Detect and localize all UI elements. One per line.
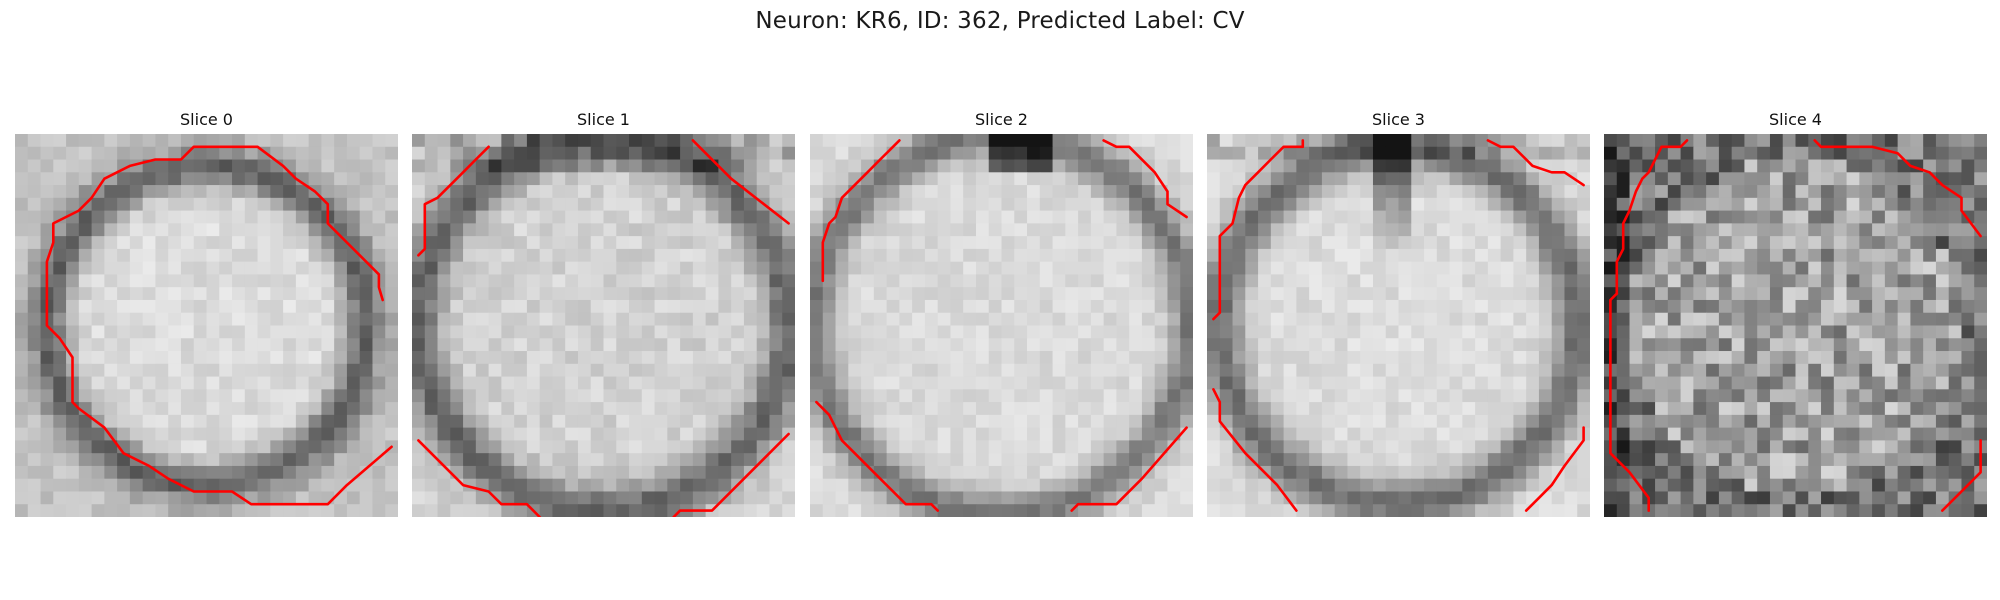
slice-panel-3: Slice 3 xyxy=(1207,108,1590,517)
pixel-grid xyxy=(412,134,795,517)
contour-line-1 xyxy=(1486,139,1585,187)
slice-image-2 xyxy=(810,134,1193,517)
contour-line-0 xyxy=(417,145,490,257)
slice-title-0: Slice 0 xyxy=(180,110,233,129)
slice-title-2: Slice 2 xyxy=(975,110,1028,129)
pixel-grid xyxy=(15,134,398,517)
pixel-grid xyxy=(1207,134,1590,517)
contour-line-3 xyxy=(672,432,790,517)
slice-title-3: Slice 3 xyxy=(1372,110,1425,129)
slice-title-4: Slice 4 xyxy=(1769,110,1822,129)
contour-line-2 xyxy=(815,400,939,512)
pixel-grid xyxy=(1604,134,1987,517)
contour-line-3 xyxy=(1070,426,1188,512)
contour-line-2 xyxy=(417,439,541,517)
pixel-grid xyxy=(810,134,1193,517)
slice-image-0 xyxy=(15,134,398,517)
slice-title-1: Slice 1 xyxy=(577,110,630,129)
slice-panel-1: Slice 1 xyxy=(412,108,795,517)
contour-line-1 xyxy=(691,139,790,225)
slice-image-3 xyxy=(1207,134,1590,517)
contour-line-2 xyxy=(1609,292,1651,512)
contour-line-0 xyxy=(1212,139,1305,321)
contour-line-1 xyxy=(1813,139,1982,238)
slice-panel-0: Slice 0 xyxy=(15,108,398,517)
slice-image-1 xyxy=(412,134,795,517)
contour-line-2 xyxy=(1212,388,1298,512)
contour-line-3 xyxy=(1524,426,1585,512)
slice-image-4 xyxy=(1604,134,1987,517)
slice-panel-2: Slice 2 xyxy=(810,108,1193,517)
contour-line-0 xyxy=(821,139,901,283)
contour-line-0 xyxy=(1615,139,1689,295)
contour-line-1 xyxy=(1102,139,1188,219)
contour-line-0 xyxy=(45,145,393,506)
figure-title: Neuron: KR6, ID: 362, Predicted Label: C… xyxy=(755,8,1245,34)
slice-panel-4: Slice 4 xyxy=(1604,108,1987,517)
contour-line-3 xyxy=(1940,439,1982,512)
